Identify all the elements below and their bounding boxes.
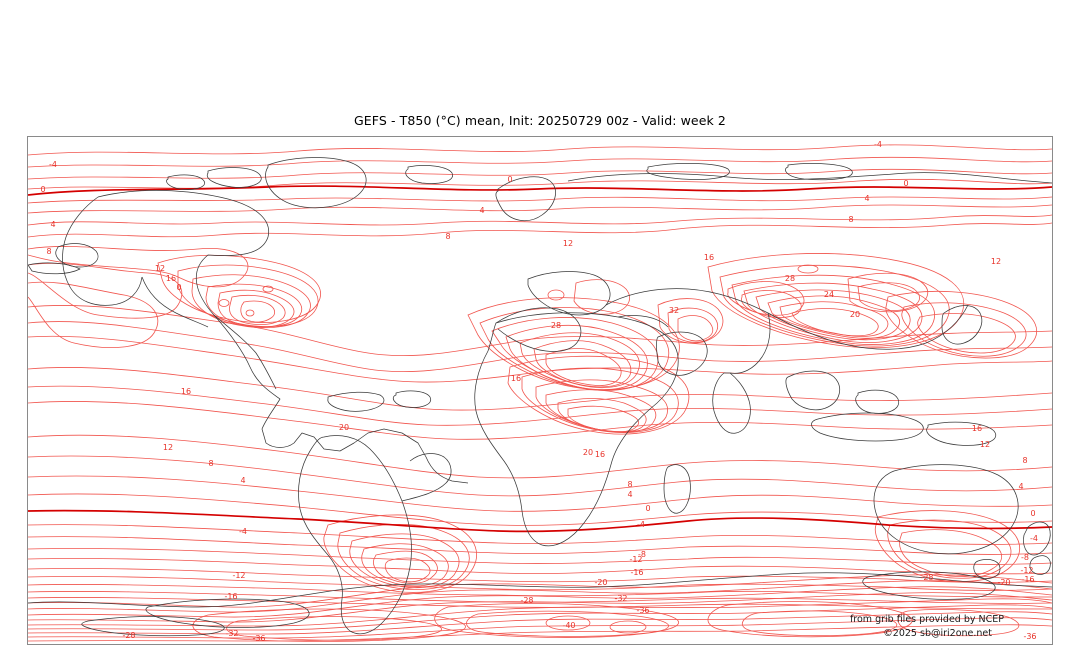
contour-label: -4	[637, 520, 645, 529]
contour-label: -12	[1020, 566, 1033, 575]
contour-label: 16	[704, 253, 714, 262]
contour-label: -28	[520, 596, 533, 605]
contour-label: 8	[1022, 456, 1027, 465]
contour-label: -20	[997, 578, 1010, 587]
contour-label: 8	[848, 215, 853, 224]
contour-map-svg: -400-40444888121601216281232242028161620…	[28, 140, 1052, 643]
contour-label: -36	[1023, 632, 1036, 641]
contour-label: 28	[551, 321, 561, 330]
contour-label: 12	[155, 264, 165, 273]
contour-label: 0	[903, 179, 908, 188]
contour-label: 20	[583, 448, 593, 457]
contour-label: 4	[864, 194, 869, 203]
contour-label: -4	[1030, 534, 1038, 543]
contour-label: 12	[563, 239, 573, 248]
contour-label: -20	[594, 578, 607, 587]
contour-label: -8	[638, 550, 646, 559]
contour-label: 16	[972, 424, 982, 433]
contour-label: 12	[163, 443, 173, 452]
contour-label: -36	[252, 634, 265, 643]
contour-label: 0	[40, 185, 45, 194]
contour-label: 4	[50, 220, 55, 229]
contour-label: 16	[181, 387, 191, 396]
contour-label: 8	[627, 480, 632, 489]
contour-label: 20	[339, 423, 349, 432]
contour-labels: -400-40444888121601216281232242028161620…	[40, 140, 1038, 643]
source-credit: from grib files provided by NCEP	[849, 614, 1004, 625]
coastlines	[28, 157, 1052, 637]
contour-label: -4	[874, 140, 882, 149]
contour-label: -4	[239, 527, 247, 536]
contour-label: 4	[240, 476, 245, 485]
contour-label: 8	[445, 232, 450, 241]
contour-label: 16	[166, 274, 176, 283]
zero-isotherm-south	[28, 509, 1052, 533]
contour-label: 0	[507, 175, 512, 184]
contour-label: 4	[1018, 482, 1023, 491]
contour-label: -28	[920, 573, 933, 582]
contour-lines	[28, 144, 1052, 642]
contour-label: -36	[636, 606, 649, 615]
contour-label: 0	[176, 283, 181, 292]
contour-label: 20	[850, 310, 860, 319]
contour-label: 16	[595, 450, 605, 459]
contour-label: 32	[669, 306, 679, 315]
contour-label: 8	[46, 247, 51, 256]
contour-label: 4	[627, 490, 632, 499]
contour-label: -32	[225, 629, 238, 638]
contour-label: -16	[630, 568, 643, 577]
zero-isotherm-north	[28, 185, 1052, 196]
copyright-credit: ©2025 sb@iri2one.net	[883, 628, 992, 639]
contour-label: -8	[1021, 553, 1029, 562]
contour-label: 24	[824, 290, 834, 299]
contour-map-plot: -4 0 0 -4 0 4 4 4 8 8 8 12 16 0 12 16 28 12 32 24 20 28 16 16 20…	[27, 136, 1053, 645]
contour-label: -4	[49, 160, 57, 169]
contour-label: -32	[614, 594, 627, 603]
contour-label: 8	[208, 459, 213, 468]
contour-label: -40	[562, 621, 575, 630]
contour-label: 12	[980, 440, 990, 449]
contour-label: 4	[479, 206, 484, 215]
contour-label: -16	[224, 592, 237, 601]
contour-label: -28	[122, 631, 135, 640]
contour-label: 16	[511, 374, 521, 383]
contour-label: 0	[1030, 509, 1035, 518]
contour-label: -12	[232, 571, 245, 580]
contour-label: -12	[629, 555, 642, 564]
page-title: GEFS - T850 (°C) mean, Init: 20250729 00…	[354, 113, 726, 128]
contour-label: 0	[645, 504, 650, 513]
contour-label: -16	[1021, 575, 1034, 584]
contour-label: 28	[785, 274, 795, 283]
contour-label: 12	[991, 257, 1001, 266]
